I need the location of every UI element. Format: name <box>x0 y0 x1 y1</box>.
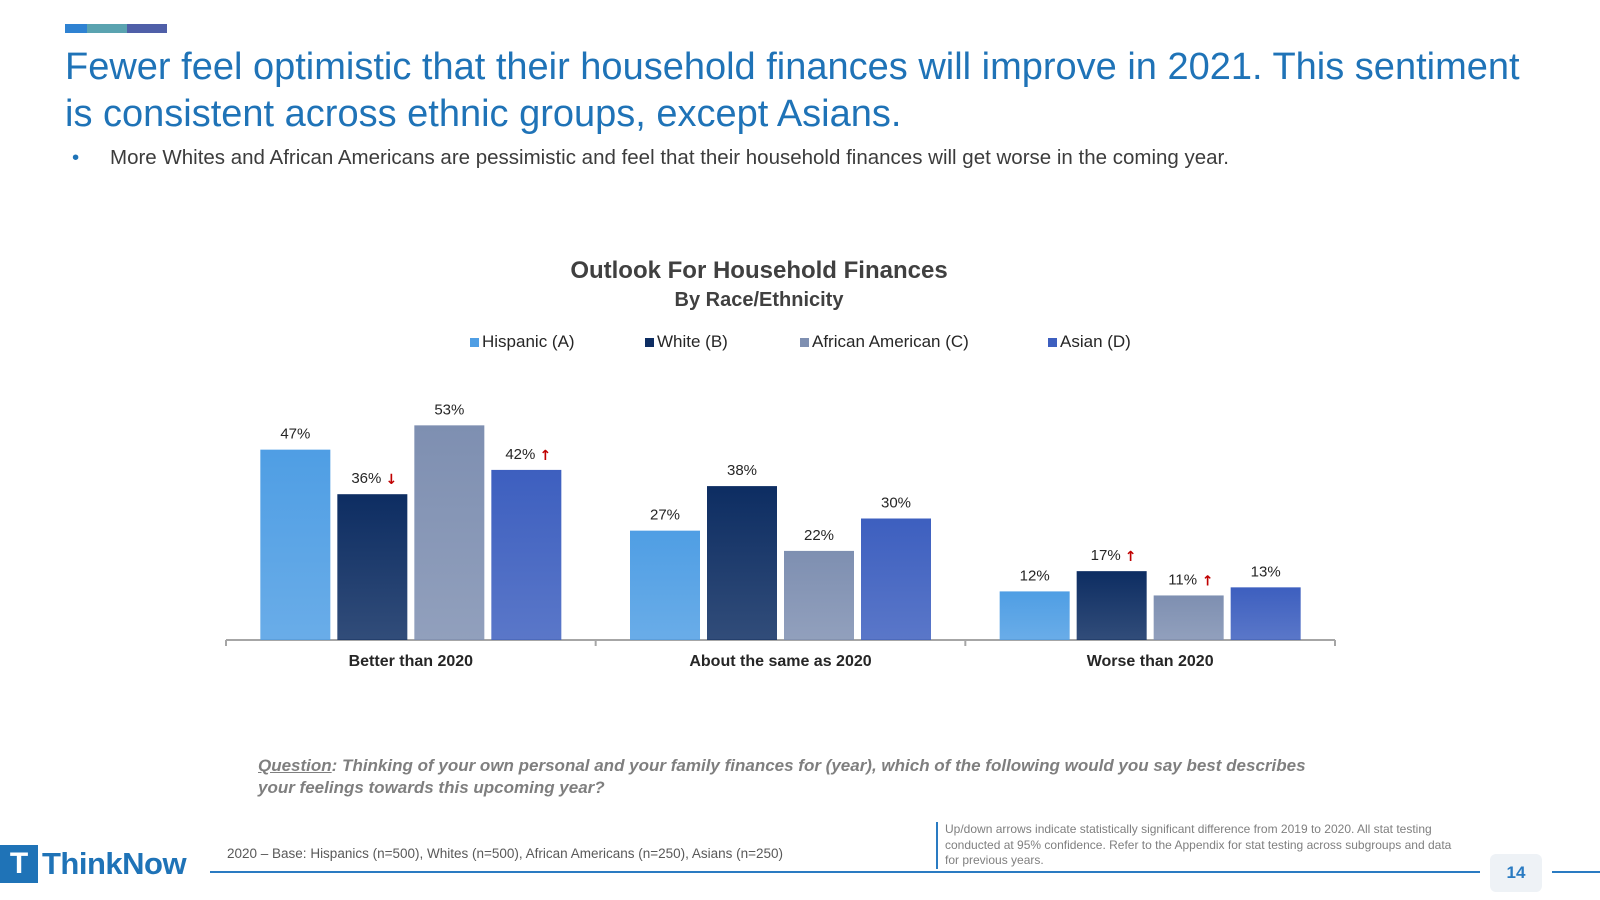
thinknow-logo: T ThinkNow <box>0 845 187 883</box>
question-label: Question <box>258 756 332 775</box>
legend-swatch <box>470 337 479 347</box>
bar-hispanic-a-about-the-same-as-2020 <box>630 530 700 640</box>
x-tick-label: About the same as 2020 <box>689 653 871 670</box>
bullet-text: More Whites and African Americans are pe… <box>110 146 1229 169</box>
significance-arrow-down-icon: ↓ <box>385 472 397 488</box>
survey-question: Question: Thinking of your own personal … <box>258 755 1308 799</box>
footer-rule <box>210 871 1480 873</box>
data-label: 17% <box>1091 547 1121 564</box>
page-number: 14 <box>1490 854 1542 892</box>
bar-african-american-c-better-than-2020 <box>414 425 485 640</box>
legend-item-african-american: African American (C) <box>800 332 969 352</box>
slide-title: Fewer feel optimistic that their househo… <box>65 46 1520 135</box>
data-label: 38% <box>727 462 757 479</box>
logo-text: ThinkNow <box>42 846 187 881</box>
data-label: 11% <box>1168 571 1197 588</box>
legend-item-hispanic: Hispanic (A) <box>470 332 575 352</box>
x-tick-label: Better than 2020 <box>349 653 474 670</box>
bar-asian-d-worse-than-2020 <box>1230 587 1301 640</box>
title-accent-bar <box>65 24 167 33</box>
chart-subtitle: By Race/Ethnicity <box>674 289 844 311</box>
bar-white-b-worse-than-2020 <box>1076 571 1147 640</box>
legend-item-asian: Asian (D) <box>1048 332 1131 352</box>
data-label: 22% <box>804 527 834 544</box>
bar-asian-d-about-the-same-as-2020 <box>861 518 931 640</box>
bar-hispanic-a-better-than-2020 <box>260 449 331 640</box>
sample-base: 2020 – Base: Hispanics (n=500), Whites (… <box>227 846 784 861</box>
bar-white-b-about-the-same-as-2020 <box>707 486 777 640</box>
logo-mark-icon: T <box>0 845 38 883</box>
data-label: 12% <box>1020 567 1050 584</box>
bar-asian-d-better-than-2020 <box>491 469 562 640</box>
data-label: 47% <box>280 426 310 443</box>
bullet-point: • More Whites and African Americans are … <box>72 146 1552 170</box>
legend-label: Hispanic (A) <box>482 332 575 351</box>
legend-label: White (B) <box>657 332 728 351</box>
significance-arrow-up-icon: ↑ <box>1202 573 1214 589</box>
x-tick-label: Worse than 2020 <box>1087 653 1214 670</box>
bar-white-b-better-than-2020 <box>337 494 408 640</box>
data-label: 42% <box>505 446 535 463</box>
bar-african-american-c-worse-than-2020 <box>1153 595 1224 640</box>
legend-swatch <box>800 337 809 347</box>
data-label: 36% <box>351 470 381 487</box>
significance-arrow-up-icon: ↑ <box>1125 549 1137 565</box>
legend-swatch <box>1048 337 1057 347</box>
accent-segment-1 <box>65 24 87 33</box>
chart-title: Outlook For Household Finances <box>570 257 948 284</box>
question-text: : Thinking of your own personal and your… <box>258 756 1306 797</box>
accent-segment-3 <box>127 24 167 33</box>
significance-arrow-up-icon: ↑ <box>539 448 551 464</box>
legend-item-white: White (B) <box>645 332 728 352</box>
data-label: 27% <box>650 507 680 524</box>
data-label: 30% <box>881 495 911 512</box>
legend-label: Asian (D) <box>1060 332 1131 351</box>
bar-hispanic-a-worse-than-2020 <box>999 591 1070 640</box>
accent-segment-2 <box>87 24 127 33</box>
bar-african-american-c-about-the-same-as-2020 <box>784 550 854 640</box>
stat-testing-note: Up/down arrows indicate statistically si… <box>936 822 1465 869</box>
data-label: 13% <box>1251 563 1281 580</box>
data-label: 53% <box>434 401 464 418</box>
legend-swatch <box>645 337 654 347</box>
legend-label: African American (C) <box>812 332 969 351</box>
bullet-icon: • <box>72 146 80 169</box>
footer-rule-right <box>1552 871 1600 873</box>
